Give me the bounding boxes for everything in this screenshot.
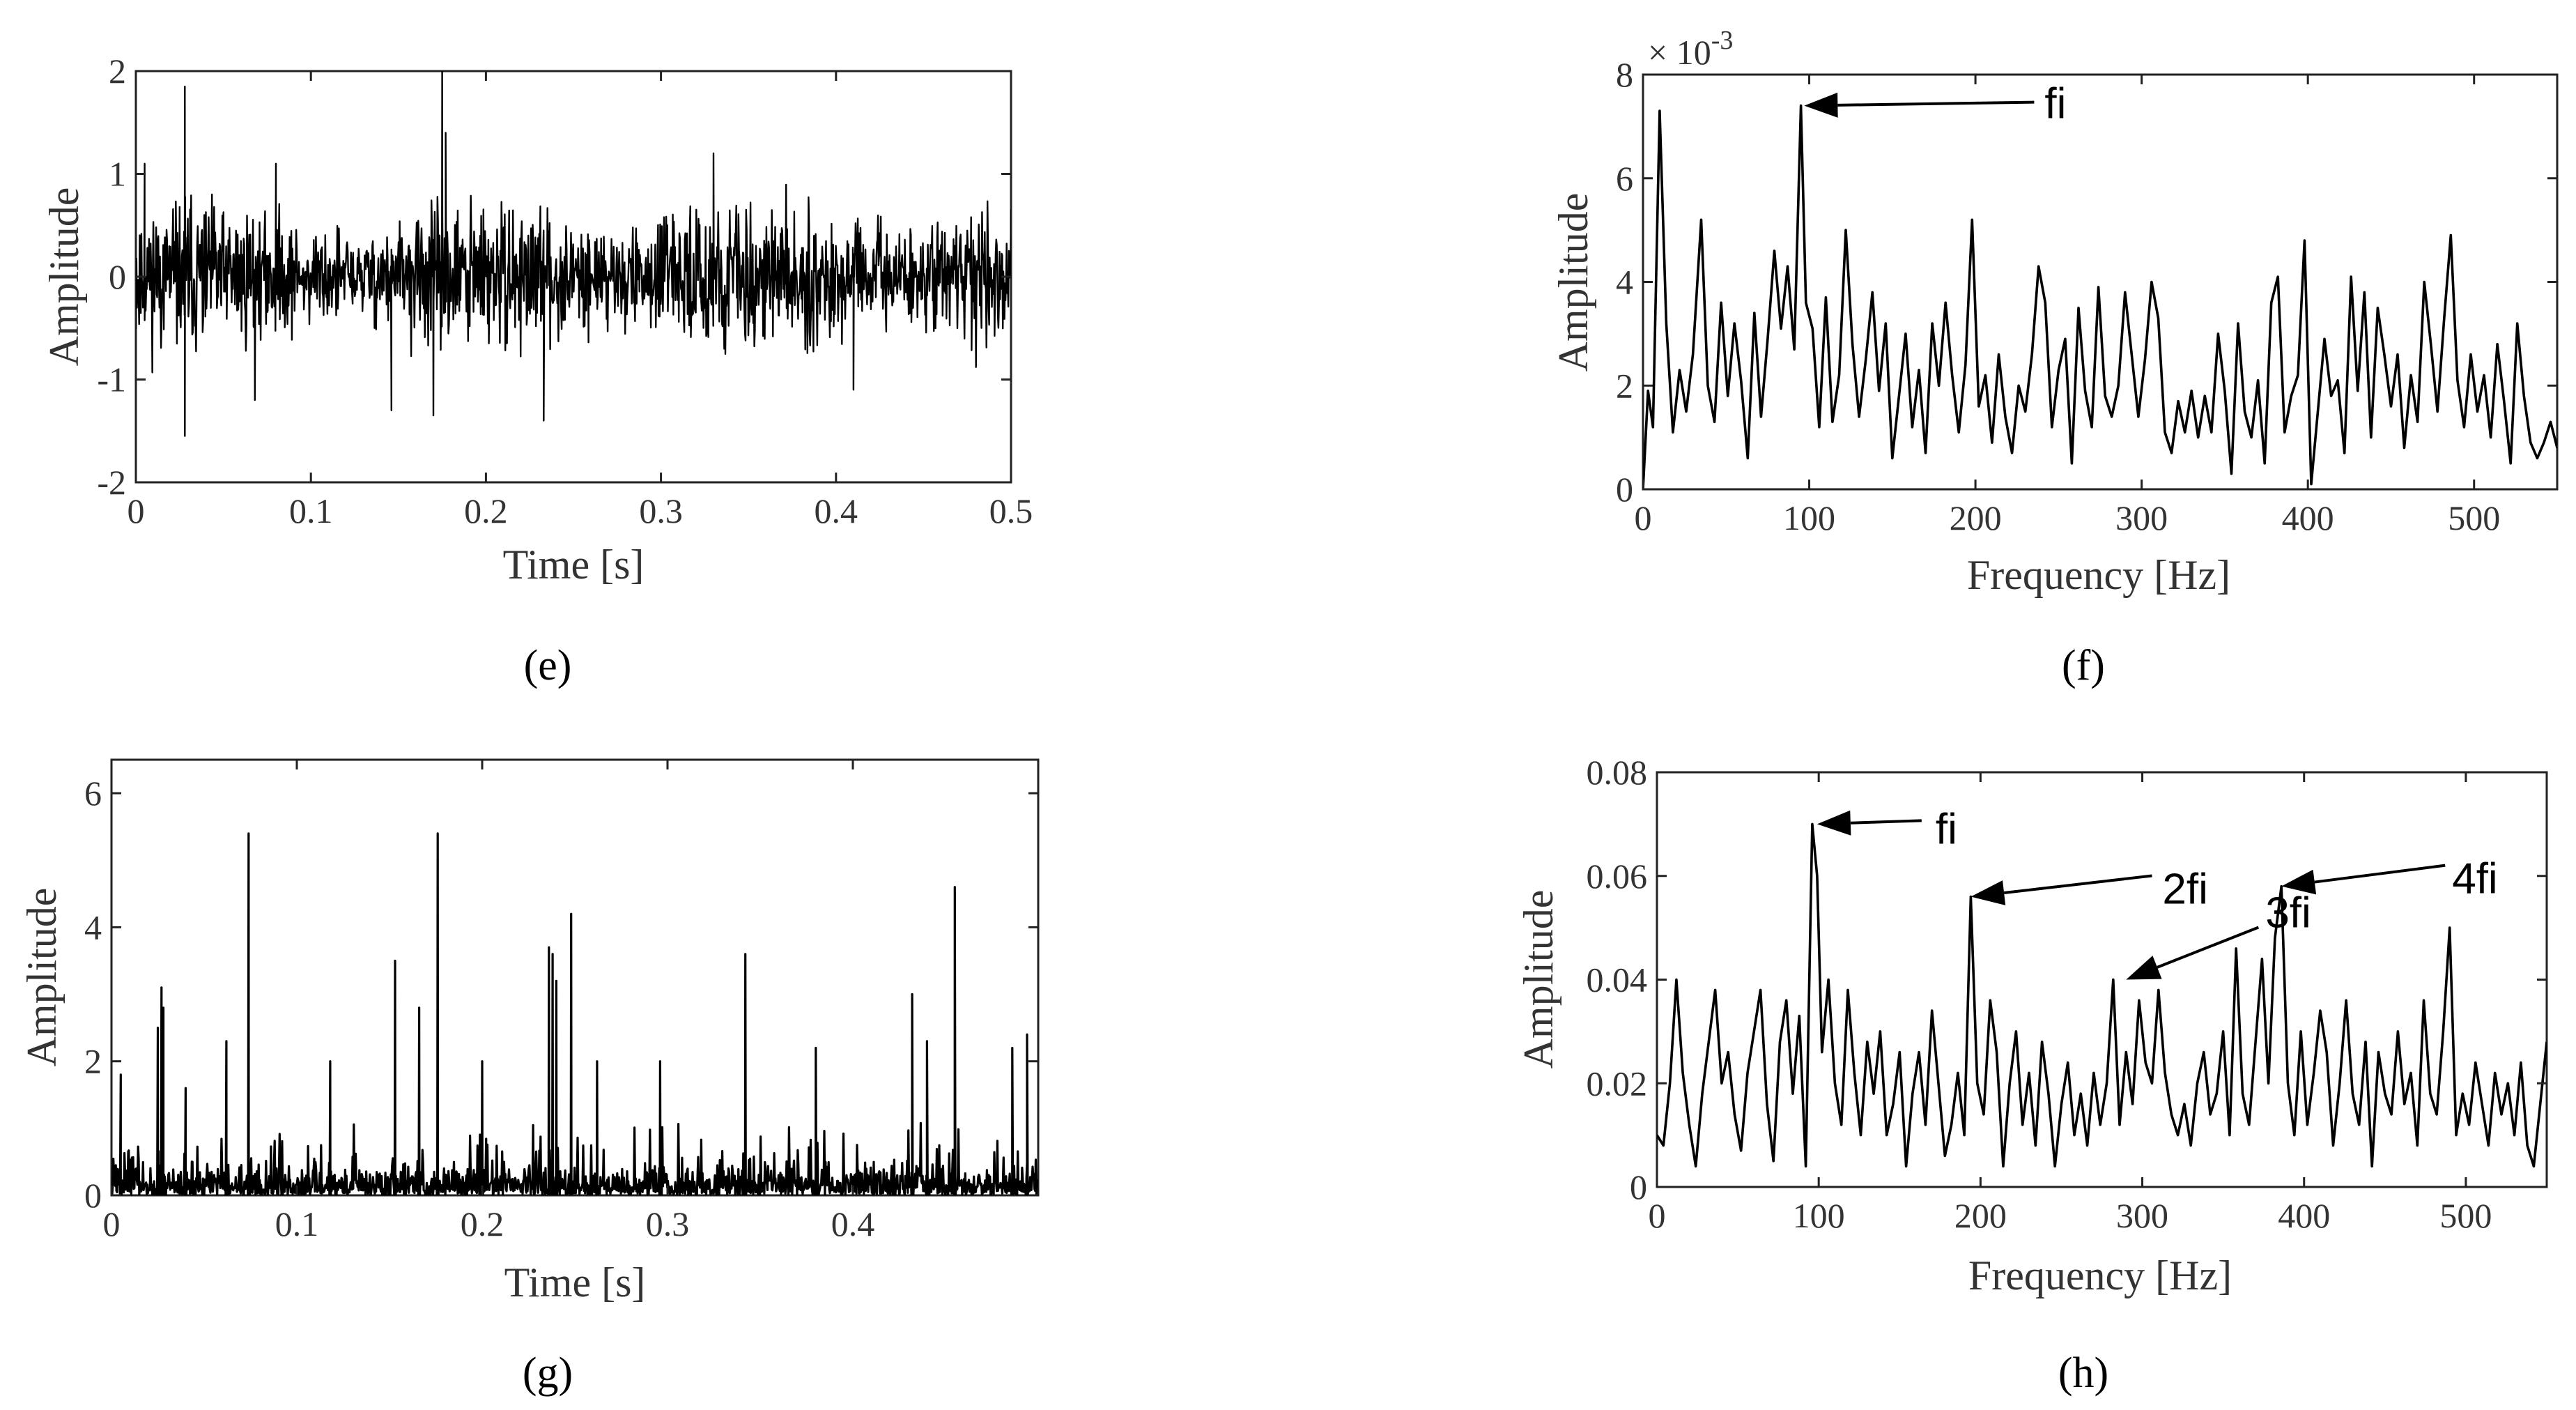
panel-f-ylabel: Amplitude	[1550, 193, 1596, 372]
panel-h-annotation-arrowhead	[1970, 880, 2006, 905]
panel-h-xtick-label: 400	[2278, 1196, 2330, 1235]
panel-g-xtick-label: 0.3	[646, 1204, 690, 1243]
panel-e-series-line	[136, 71, 1011, 437]
panel-g-xlabel: Time [s]	[504, 1259, 646, 1305]
panel-f-label: (f)	[2062, 642, 2105, 689]
panel-h-ytick-label: 0	[1630, 1167, 1647, 1206]
panel-h-xtick-label: 200	[1954, 1196, 2007, 1235]
panel-e-time-signal: 0 0.1 0.2 0.3 0.4 0.5 -2 -1 0 1 2 Time [s] Amplitu…	[41, 52, 1033, 689]
panel-e-ytick-label: -2	[97, 463, 126, 502]
panel-g-ylabel: Amplitude	[19, 888, 65, 1067]
panel-g-xtick-label: 0.2	[461, 1204, 504, 1243]
panel-h-ytick-label: 0.08	[1587, 753, 1648, 792]
panel-g-ytick-label: 2	[84, 1042, 102, 1081]
panel-h-annotation-label: 2fi	[2162, 866, 2207, 914]
panel-f-xlabel: Frequency [Hz]	[1967, 552, 2230, 598]
panel-h-ytick-label: 0.04	[1587, 960, 1648, 999]
panel-h-series-line	[1657, 822, 2547, 1168]
panel-g-envelope-signal: 0 0.1 0.2 0.3 0.4 0 2 4 6 Time [s] Amplitude (g)	[19, 758, 1040, 1397]
panel-g-ytick-label: 6	[84, 774, 102, 813]
panel-f-xtick-label: 400	[2282, 498, 2334, 537]
panel-f-xtick-label: 500	[2448, 498, 2500, 537]
panel-f-series-line	[1643, 104, 2557, 489]
panel-e-xlabel: Time [s]	[503, 542, 645, 588]
panel-h-xtick-label: 100	[1793, 1196, 1845, 1235]
panel-f-xtick-label: 100	[1783, 498, 1835, 537]
panel-e-xtick-label: 0.3	[639, 491, 683, 530]
panel-h-xlabel: Frequency [Hz]	[1968, 1252, 2232, 1298]
panel-e-ticks: 0 0.1 0.2 0.3 0.4 0.5 -2 -1 0 1 2	[97, 52, 1033, 530]
panel-f-marks	[1643, 104, 2557, 489]
panel-f-ytick-label: 2	[1616, 366, 1633, 405]
panel-h-ylabel: Amplitude	[1515, 890, 1561, 1069]
panel-f-annotation-arrowhead	[1804, 92, 1838, 118]
panel-h-annotation-arrowhead	[2281, 869, 2317, 895]
panel-e-ylabel: Amplitude	[41, 187, 87, 367]
panel-h-annotation-label: 4fi	[2452, 855, 2497, 903]
panel-g-ytick-label: 4	[84, 907, 102, 947]
panel-h-xtick-label: 300	[2116, 1196, 2168, 1235]
panel-h-annotation-arrow	[2157, 926, 2260, 969]
panel-e-xtick-label: 0.4	[815, 491, 858, 530]
panel-h-annotation-arrow	[2314, 864, 2446, 884]
panel-h-annotation-arrowhead	[1817, 810, 1851, 836]
panel-e-ytick-label: 0	[109, 257, 126, 296]
panel-h-xtick-label: 0	[1649, 1196, 1666, 1235]
panel-f-ticks: 0 100 200 300 400 500 0 2 4 6 8	[1616, 55, 2557, 537]
panel-f-annotation-label: fi	[2044, 80, 2066, 128]
panel-e-xtick-label: 0.5	[989, 491, 1033, 530]
panel-f-ytick-label: 6	[1616, 159, 1633, 198]
panel-h-ticks: 0 100 200 300 400 500 0 0.02 0.04 0.06 0.08	[1587, 753, 2547, 1235]
panel-g-series-line	[111, 832, 1038, 1195]
panel-f-y-exponent-power: -3	[1711, 26, 1734, 55]
panel-h-label: (h)	[2058, 1349, 2108, 1397]
panel-g-ticks: 0 0.1 0.2 0.3 0.4 0 2 4 6	[84, 760, 1038, 1243]
panel-f-plot-area	[1642, 73, 2559, 491]
panel-h-annotation-arrowhead	[2126, 956, 2162, 980]
panel-e-xtick-label: 0.2	[464, 491, 508, 530]
panel-h-ytick-label: 0.02	[1587, 1064, 1648, 1103]
panel-e-ytick-label: -1	[97, 360, 126, 399]
panel-h-annotation-arrow	[1850, 819, 1922, 825]
panel-h-ytick-label: 0.06	[1587, 857, 1648, 896]
panel-e-xtick-label: 0.1	[289, 491, 333, 530]
panel-g-xtick-label: 0	[103, 1204, 121, 1243]
panel-e-ytick-label: 2	[109, 52, 126, 91]
panel-f-annotation-arrow	[1837, 100, 2035, 107]
panel-h-plot-area	[1656, 771, 2548, 1188]
panel-h-annotation-label: fi	[1936, 805, 1957, 853]
panel-e-label: (e)	[524, 642, 572, 689]
panel-f-xtick-label: 300	[2115, 498, 2168, 537]
panel-g-plot-area	[110, 758, 1040, 1197]
panel-g-marks	[111, 832, 1038, 1195]
panel-f-ytick-label: 0	[1616, 470, 1633, 509]
panel-f-xtick-label: 200	[1950, 498, 2002, 537]
panel-e-ytick-label: 1	[109, 155, 126, 194]
panel-h-marks	[1657, 822, 2547, 1168]
panel-g-label: (g)	[523, 1349, 573, 1397]
panel-h-xtick-label: 500	[2439, 1196, 2492, 1235]
panel-h-annotation-label: 3fi	[2265, 889, 2311, 937]
panel-e-marks	[136, 71, 1011, 437]
panel-g-xtick-label: 0.4	[831, 1204, 875, 1243]
panel-h-annotation-arrow	[2003, 874, 2152, 894]
panel-g-ytick-label: 0	[84, 1176, 102, 1215]
panel-f-ytick-label: 4	[1616, 263, 1633, 302]
panel-e-xtick-label: 0	[128, 491, 145, 530]
panel-h-envelope-spectrum: 0 100 200 300 400 500 0 0.02 0.04 0.06 0.08 Freque…	[1515, 753, 2548, 1397]
panel-f-xtick-label: 0	[1635, 498, 1652, 537]
panel-f-ytick-label: 8	[1616, 55, 1633, 94]
panel-f-y-exponent: × 10-3	[1648, 26, 1733, 72]
panel-f-spectrum: 0 100 200 300 400 500 0 2 4 6 8 × 10-3 Frequency […	[1550, 26, 2559, 689]
panel-f-y-exponent-base: × 10	[1648, 33, 1711, 72]
panel-g-xtick-label: 0.1	[275, 1204, 319, 1243]
